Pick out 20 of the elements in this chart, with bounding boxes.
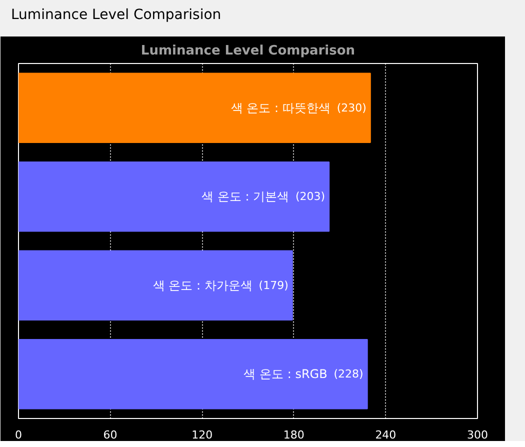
chart-subtitle: Luminance Level Comparison — [140, 44, 356, 58]
y-tick-label: 색 온도 : 차가운색 — [152, 278, 252, 292]
chart-title: Luminance Level Comparision — [11, 6, 222, 25]
bar — [18, 72, 371, 143]
data-label: (230) — [336, 101, 366, 114]
bar — [18, 162, 330, 232]
x-tick-label: 60 — [103, 428, 118, 442]
x-tick-label: 120 — [192, 428, 213, 442]
data-label: (203) — [296, 190, 326, 204]
bar — [18, 250, 293, 320]
y-tick-label: 색 온도 : 따뜻한색 — [230, 100, 330, 115]
x-tick-label: 300 — [467, 428, 488, 442]
bar — [18, 339, 368, 410]
x-tick-label: 240 — [375, 428, 396, 442]
x-tick-label: 0 — [15, 428, 22, 442]
data-label: (179) — [258, 278, 288, 292]
x-tick-label: 180 — [283, 428, 304, 442]
data-label: (228) — [334, 368, 364, 381]
y-tick-label: 색 온도 : 기본색 — [202, 190, 290, 204]
y-tick-label: 색 온도 : sRGB — [244, 367, 328, 382]
